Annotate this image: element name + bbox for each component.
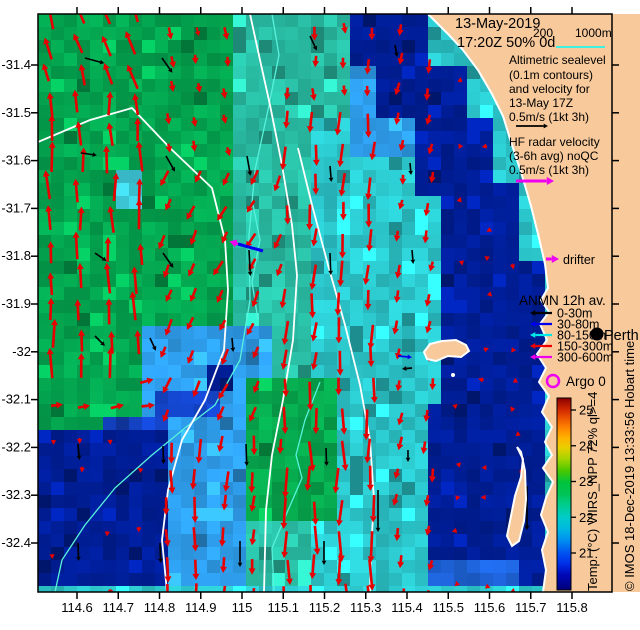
colorbar-tick-label: 21 — [579, 546, 593, 561]
drifter-scale-arrow — [546, 255, 559, 263]
drifter-legend: drifter — [546, 253, 595, 267]
anmn-depth-label: 150-300m — [557, 340, 613, 354]
x-tick-label: 115.2 — [309, 600, 341, 615]
x-tick-label: 114.9 — [185, 600, 217, 615]
x-tick-label: 115.5 — [432, 600, 464, 615]
altimetry-scale-arrow — [516, 123, 548, 129]
x-tick-label: 115 — [232, 600, 253, 615]
x-tick-label: 115.6 — [474, 600, 506, 615]
anmn-title: ANMN 12h av. — [519, 293, 606, 308]
x-tick-label: 115.8 — [556, 600, 588, 615]
perth-dot-icon — [590, 327, 604, 341]
hf-line: 0.5m/s (1kt 3h) — [509, 163, 589, 177]
colorbar-tick-label: 25 — [579, 403, 593, 418]
altimetry-line: (0.1m contours) — [509, 68, 593, 82]
anmn-depth-label: 30-80m — [557, 318, 599, 332]
x-tick-label: 114.8 — [144, 600, 176, 615]
plot-frame — [31, 7, 619, 599]
x-tick-label: 115.3 — [350, 600, 382, 615]
y-tick-label: -31.5 — [1, 105, 31, 120]
x-tick-label: 114.6 — [61, 600, 93, 615]
watermark: © IMOS 18-Dec-2019 13:33:56 Hobart time — [622, 341, 637, 591]
y-tick-label: -31.4 — [1, 57, 31, 72]
y-tick-label: -31.6 — [1, 153, 31, 168]
y-tick-label: -32.1 — [1, 392, 31, 407]
temperature-colorbar: 21 22 23 24 25 Temp. (°C) VIIRS_NPP 72% ql>=… — [556, 392, 600, 591]
axis-tick-labels: 114.6 114.7 114.8 114.9 115 115.1 115.2 115.3 11… — [1, 57, 587, 615]
colorbar-title: Temp. (°C) VIIRS_NPP 72% ql>=4 — [585, 392, 600, 591]
colorbar-tick-label: 24 — [579, 438, 593, 453]
x-tick-label: 115.4 — [391, 600, 423, 615]
y-tick-label: -31.8 — [1, 248, 31, 263]
hf-radar-scale-arrow — [516, 177, 554, 185]
altimetry-line: and velocity for — [509, 82, 590, 96]
x-tick-label: 114.7 — [102, 600, 134, 615]
altimetric-velocity-arrows — [76, 35, 530, 567]
anmn-depth-label: 0-30m — [557, 307, 592, 321]
altimetry-legend: Altimetric sealevel (0.1m contours) and … — [509, 53, 606, 129]
altimetry-line: 13-May 17Z — [509, 96, 573, 110]
city-marker: Perth — [590, 327, 639, 344]
argo-label: Argo 0 — [566, 374, 606, 389]
y-tick-label: -31.7 — [1, 200, 31, 215]
altimetry-line: 0.5m/s (1kt 3h) — [509, 110, 589, 124]
city-label: Perth — [604, 328, 639, 344]
hf-line: (3-6h avg) noQC — [509, 149, 599, 163]
anmn-legend: ANMN 12h av. 0-30m30-80m80-150m150-300m3… — [519, 293, 613, 365]
anmn-depth-label: 300-600m — [557, 351, 613, 365]
argo-marker-icon — [545, 373, 561, 389]
colorbar-tick-label: 22 — [579, 510, 593, 525]
drifter-track-marker — [229, 239, 264, 253]
altimetry-line: Altimetric sealevel — [509, 53, 606, 67]
drifter-label: drifter — [563, 253, 595, 267]
time-quality-label: 17:20Z 50% 0d — [457, 35, 555, 51]
y-tick-label: -32.2 — [1, 439, 31, 454]
hf-line: HF radar velocity — [509, 135, 600, 149]
y-tick-label: -31.9 — [1, 296, 31, 311]
y-tick-label: -32.3 — [1, 487, 31, 502]
x-tick-label: 115.7 — [515, 600, 547, 615]
y-tick-label: -32.4 — [1, 535, 31, 550]
colorbar-gradient — [556, 397, 572, 591]
colorbar-tick-label: 23 — [579, 474, 593, 489]
isobath-200-label: 200 — [533, 26, 553, 40]
isobath-1000-label: 1000m — [575, 26, 612, 40]
argo-legend: Argo 0 — [545, 373, 606, 389]
x-tick-label: 115.1 — [267, 600, 299, 615]
date-label: 13-May-2019 — [455, 16, 540, 32]
y-tick-label: -32 — [12, 344, 31, 359]
hf-radar-legend: HF radar velocity (3-6h avg) noQC 0.5m/s… — [509, 135, 600, 185]
